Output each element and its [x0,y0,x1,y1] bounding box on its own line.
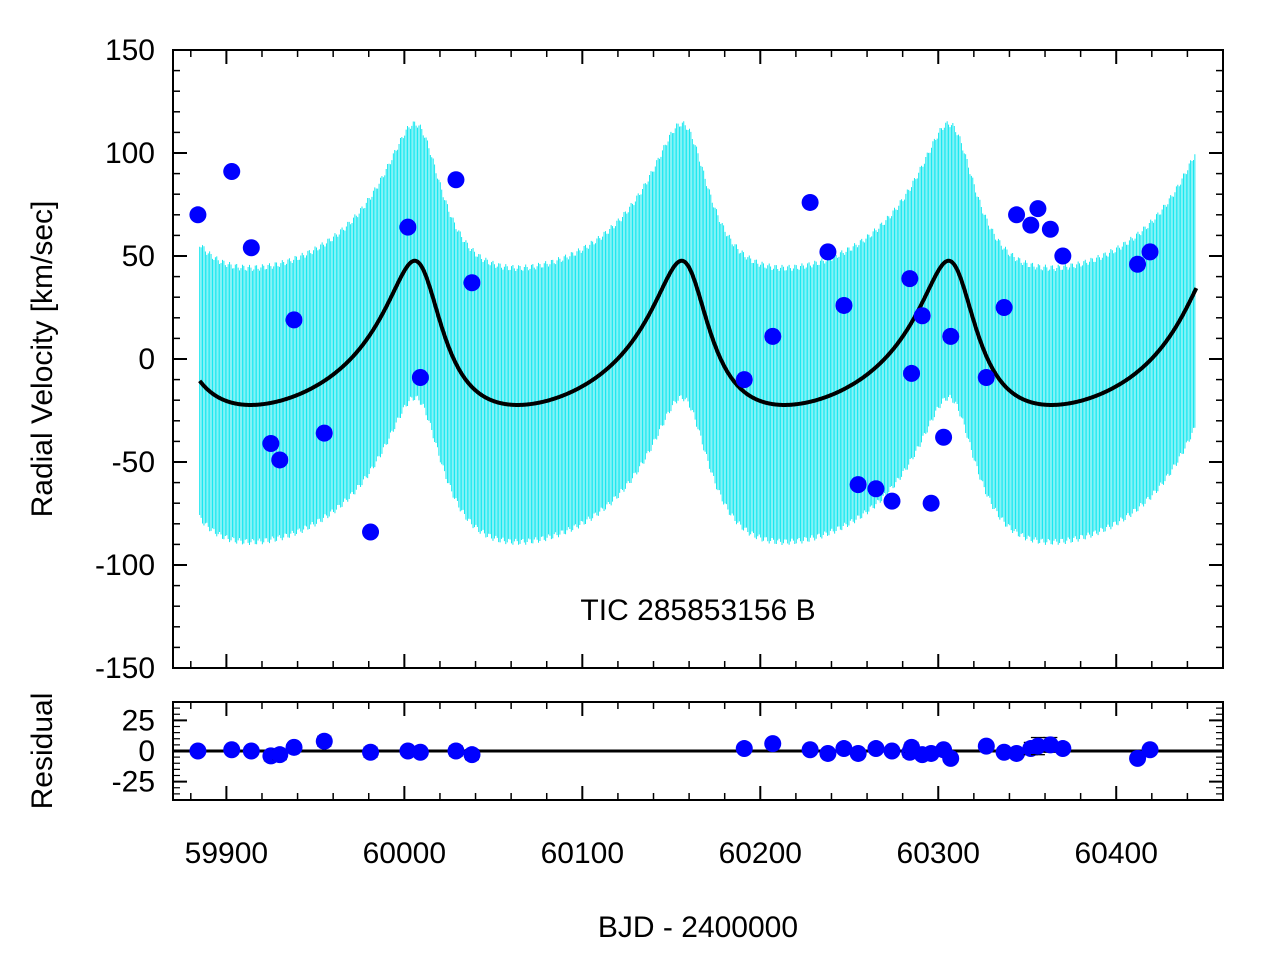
residual-point [1141,741,1159,759]
x-tick-label: 60300 [897,837,980,870]
residual-point [271,746,289,764]
residual-point [447,742,465,760]
residual-point [189,742,207,760]
rv-point [942,327,960,345]
rv-point [735,371,753,389]
rv-point [935,428,953,446]
model-uncertainty-band [199,121,1196,546]
rv-point [1141,243,1159,261]
rv-point [913,307,931,325]
x-tick-label: 60400 [1075,837,1158,870]
rv-point [849,476,867,494]
rv-point [1008,206,1026,224]
residual-point [942,749,960,767]
rv-point [362,523,380,541]
rv-point [1129,255,1147,273]
main-axis-ticks [173,49,1223,669]
main-y-tick-label: -100 [95,549,155,582]
x-tick-label: 60200 [719,837,802,870]
residual-point [315,732,333,750]
rv-point [801,193,819,211]
main-y-tick-label: 0 [138,343,155,376]
rv-point [883,492,901,510]
residual-point [995,743,1013,761]
residual-y-tick-label: 25 [122,704,155,737]
residual-point [867,740,885,758]
residual-y-axis-label: Residual [26,693,59,810]
residual-point [399,742,417,760]
rv-point [411,369,429,387]
rv-point [271,451,289,469]
residual-point [883,742,901,760]
main-y-axis-label: Radial Velocity [km/sec] [26,201,59,518]
rv-point [285,311,303,329]
residual-point [764,735,782,753]
x-tick-labels: 59900 60000 60100 60200 60300 60400 [185,837,1158,870]
residual-point [223,741,241,759]
rv-point [903,364,921,382]
residual-point [463,746,481,764]
rv-point [189,206,207,224]
residual-point [819,744,837,762]
residual-y-tick-label: 0 [138,735,155,768]
rv-point [262,434,280,452]
residual-point [835,740,853,758]
residual-y-tick-labels: 250-25 [112,704,155,798]
keplerian-model-curve [198,258,1199,407]
rv-data-points [189,163,1159,541]
rv-point [242,239,260,257]
residual-y-tick-label: -25 [112,766,155,799]
residual-point [801,741,819,759]
rv-point [1022,216,1040,234]
residual-data-points [189,732,1159,767]
rv-point [447,171,465,189]
rv-point [463,274,481,292]
rv-point [315,424,333,442]
rv-point [995,299,1013,316]
rv-point [977,369,995,387]
residual-point [362,743,380,761]
residual-point [735,740,753,758]
rv-point [819,243,837,261]
rv-point [399,218,417,236]
target-annotation: TIC 285853156 B [580,594,815,627]
residual-point [977,737,995,755]
main-y-tick-labels: 150 100 50 0 -50 -100 -150 [95,34,155,685]
residual-panel: 250-25 59900 60000 60100 60200 60300 60400 Re… [26,693,1224,944]
main-y-tick-label: -50 [112,446,155,479]
residual-point [1008,744,1026,762]
x-tick-label: 60000 [363,837,446,870]
rv-point [867,480,885,498]
residual-point [411,743,429,761]
residual-point [285,738,303,756]
x-tick-label: 60100 [541,837,624,870]
rv-point [835,296,853,314]
main-y-tick-label: -150 [95,652,155,685]
rv-point [1041,220,1059,238]
main-y-tick-label: 100 [105,137,155,170]
residual-point [1054,740,1072,758]
rv-point [901,270,919,288]
residual-axis-ticks [173,702,1223,800]
x-axis-label: BJD - 2400000 [598,911,798,944]
rv-point [223,163,241,181]
main-y-tick-label: 50 [122,240,155,273]
residual-point [1129,749,1147,767]
rv-point [1054,247,1072,265]
residual-point [849,744,867,762]
residual-point [242,742,260,760]
x-tick-label: 59900 [185,837,268,870]
rv-point [1029,200,1047,218]
main-y-tick-label: 150 [105,34,155,67]
rv-point [922,494,940,512]
residual-point [1029,737,1047,755]
rv-point [764,327,782,345]
rv-main-panel: 150 100 50 0 -50 -100 -150 Radial Velocity [km… [26,34,1224,685]
